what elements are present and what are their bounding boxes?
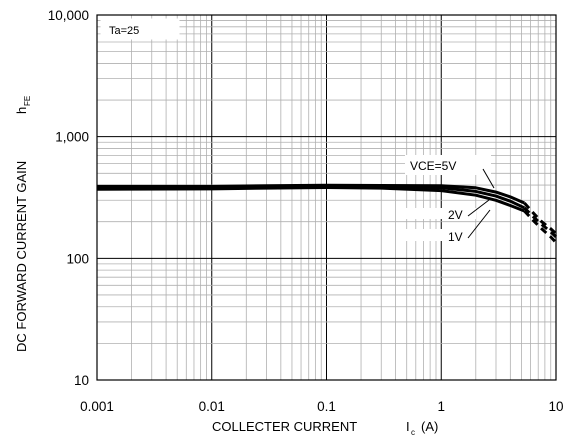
y-tick-label: 10,000 [48,8,89,23]
series-label: 2V [448,208,463,222]
x-tick-label: 0.001 [80,399,114,414]
series-labels: VCE=5V 2V 1V [410,159,463,244]
series-line-2v [96,184,526,210]
label-masks [402,155,491,241]
leader-lines [467,168,495,239]
label-mask-vce [405,155,491,175]
series-tails [523,202,558,244]
series-label: 1V [448,230,463,244]
x-tick-label: 10 [548,399,563,414]
series-label: VCE=5V [410,159,456,173]
series-tail-1v [523,209,558,244]
leader-line-1v [467,209,491,239]
x-axis-symbol-subscript: c [411,428,415,437]
series-tail-vce-5v [523,202,557,235]
y-axis-title-group: DC FORWARD CURRENT GAIN h FE [14,96,32,352]
y-axis-symbol: h [14,107,29,114]
y-tick-label: 10 [74,373,89,388]
series-tail-2v [523,206,558,238]
x-tick-label: 0.1 [317,399,336,414]
y-axis-title: DC FORWARD CURRENT GAIN [14,161,29,352]
x-tick-label: 0.01 [199,399,225,414]
x-axis-symbol: I [406,419,410,434]
y-axis-symbol-subscript: FE [23,96,32,106]
label-mask-2v [402,208,476,219]
y-tick-label: 1,000 [55,130,89,145]
label-mask-1v [405,229,457,241]
x-tick-labels: 0.001 0.01 0.1 1 10 [80,399,563,414]
y-tick-label: 100 [66,251,89,266]
series-line-1v [96,186,525,213]
y-tick-labels: 10 100 1,000 10,000 [48,8,89,388]
plot-area-border [96,14,557,381]
condition-box [100,18,180,40]
x-axis-unit: (A) [421,419,438,434]
leader-line-2v [467,199,490,217]
leader-line-vce [482,168,495,189]
series-lines [96,183,526,213]
condition-label: Ta=25 [109,25,139,37]
x-tick-label: 1 [437,399,445,414]
x-axis-title: COLLECTER CURRENT [212,419,357,434]
